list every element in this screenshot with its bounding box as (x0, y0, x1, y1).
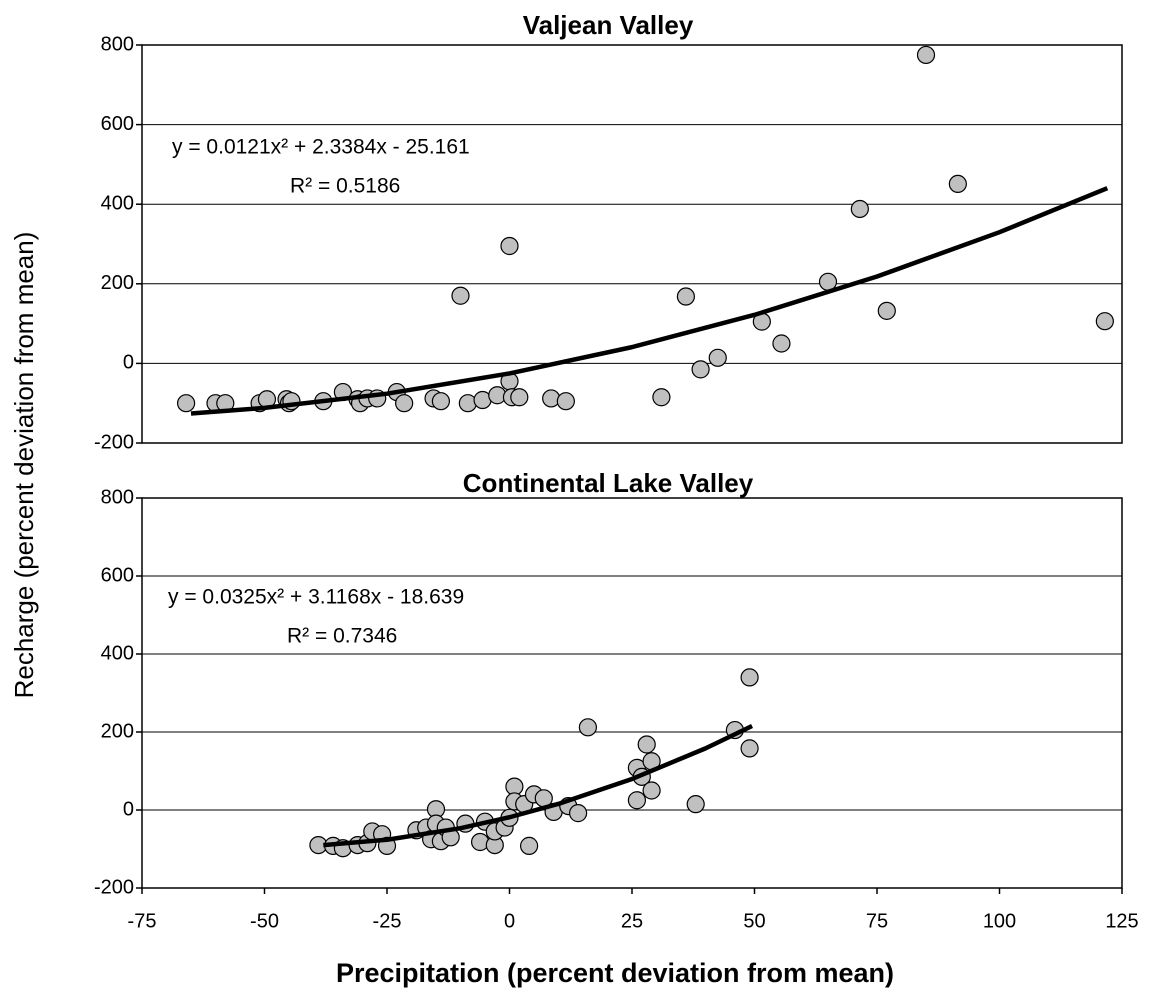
point (740, 668, 759, 687)
plot-border (141, 44, 1123, 444)
point (627, 791, 647, 810)
plot-border (141, 497, 1123, 889)
point (395, 394, 414, 413)
trend-equation: y = 0.0325x² + 3.1168x - 18.639 (168, 586, 464, 609)
trend-line (190, 186, 1109, 416)
x-tick-label: -25 (373, 910, 402, 932)
y-tick-label: 800 (101, 33, 134, 55)
point (772, 334, 791, 353)
plot-area (142, 498, 1122, 888)
r-squared: R² = 0.7346 (287, 625, 397, 648)
y-tick-label: 400 (101, 642, 134, 664)
x-tick-label: 50 (743, 910, 765, 932)
point (568, 804, 588, 823)
point (556, 392, 575, 411)
y-tick-label: 0 (123, 352, 134, 374)
point (948, 174, 967, 194)
point (916, 45, 936, 65)
point (177, 394, 196, 413)
point (471, 832, 490, 852)
x-tick-label: 75 (866, 910, 888, 932)
point (691, 360, 710, 379)
y-tick-label: 600 (101, 113, 134, 135)
y-tick-label: 400 (101, 192, 134, 214)
point (637, 735, 656, 754)
trend-equation: y = 0.0121x² + 2.3384x - 25.161 (172, 136, 470, 159)
x-tick-label: -50 (250, 910, 279, 932)
x-tick-label: 25 (621, 910, 643, 932)
trend-line (323, 724, 754, 848)
point (850, 199, 869, 219)
x-tick-label: -75 (128, 910, 157, 932)
x-tick-label: 0 (504, 910, 515, 932)
panel: -200 0 200 400 600 800 -75 -50 -25 0 25 50 75 100 125 C… (94, 468, 1139, 932)
point (542, 389, 561, 408)
point (431, 392, 450, 411)
x-tick-label: 125 (1105, 910, 1138, 932)
point (451, 286, 470, 305)
chart-title: Continental Lake Valley (463, 468, 754, 498)
point (578, 718, 598, 737)
y-axis-label: Recharge (percent deviation from mean) (9, 232, 39, 699)
point (500, 236, 519, 256)
y-tick-label: -200 (94, 876, 134, 898)
point (740, 739, 759, 758)
r-squared: R² = 0.5186 (290, 175, 400, 198)
chart-title: Valjean Valley (523, 10, 694, 40)
point (877, 301, 896, 320)
y-tick-label: 200 (101, 272, 134, 294)
point (652, 388, 671, 407)
x-tick-label: 100 (983, 910, 1016, 932)
y-tick-label: 0 (123, 798, 134, 820)
point (708, 348, 727, 367)
panel: -200 0 200 400 600 800 Valjean Valley y = 0.012… (94, 10, 1123, 453)
point (676, 287, 696, 306)
point (510, 388, 529, 407)
y-tick-label: 600 (101, 564, 134, 586)
y-tick-label: 800 (101, 486, 134, 508)
point (519, 836, 539, 855)
plot-area (142, 45, 1122, 443)
y-tick-label: -200 (94, 431, 134, 453)
point (458, 394, 477, 413)
y-tick-label: 200 (101, 720, 134, 742)
point (686, 795, 705, 814)
point (1095, 312, 1114, 331)
point (642, 781, 661, 800)
x-axis-label: Precipitation (percent deviation from me… (336, 958, 894, 988)
